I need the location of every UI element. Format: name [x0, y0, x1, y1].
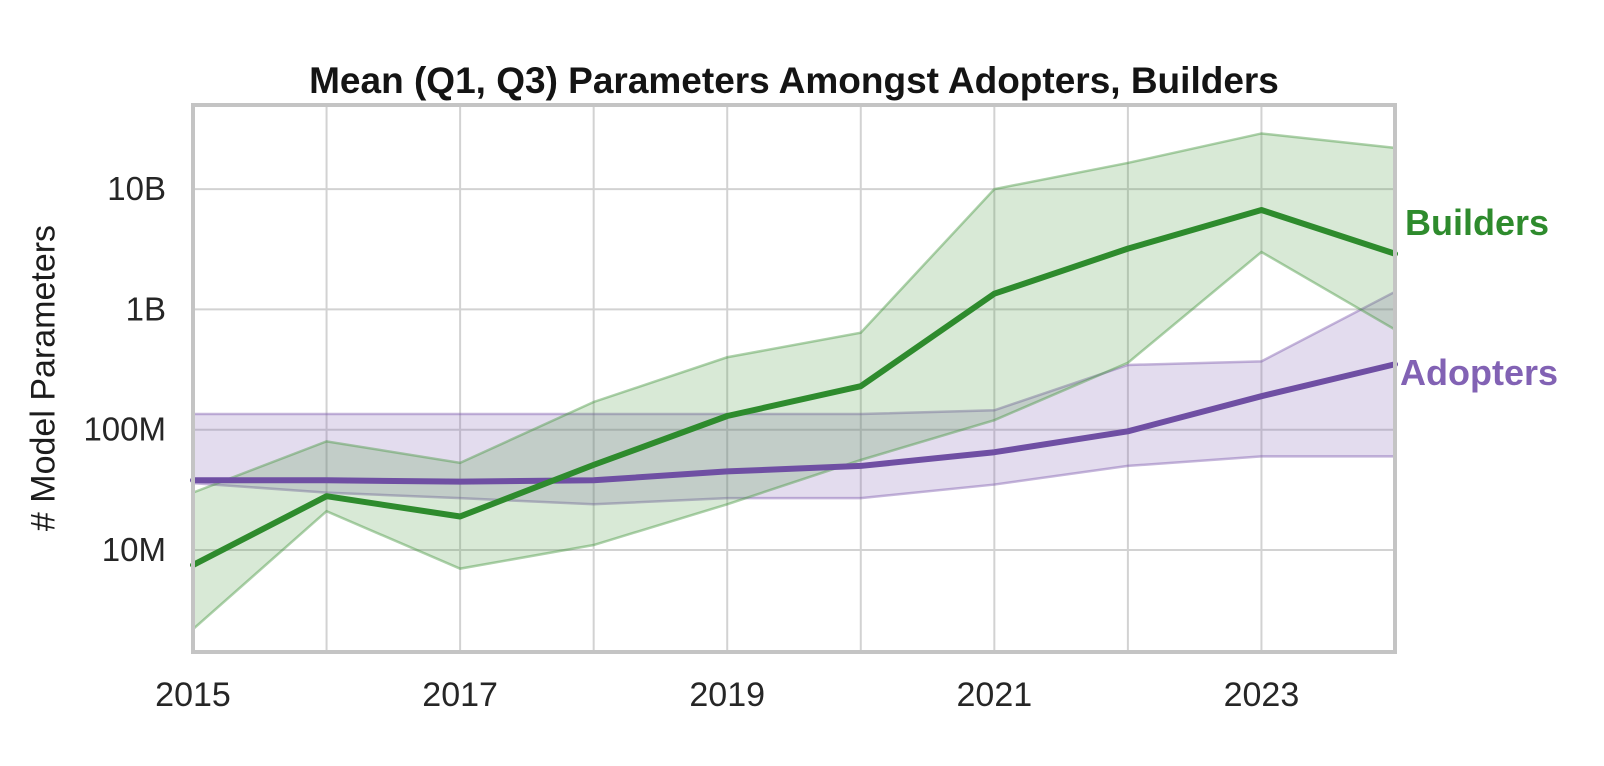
- plot-border: [191, 103, 1397, 654]
- builders-line: [190, 207, 1398, 569]
- plot-background: [193, 105, 1395, 652]
- x-tick-label: 2021: [957, 676, 1033, 714]
- y-tick-label: 1B: [126, 290, 166, 327]
- x-tick-label: 2019: [689, 676, 765, 714]
- adopters-band-lower-edge: [192, 455, 1395, 506]
- builders-band-lower-edge: [192, 250, 1396, 631]
- series-label-adopters: Adopters: [1400, 352, 1559, 393]
- y-tick-label: 100M: [83, 411, 166, 448]
- y-tick-label: 10M: [102, 531, 166, 568]
- adopters-line: [190, 361, 1398, 485]
- y-axis-label: # Model Parameters: [24, 224, 63, 532]
- builders-band-upper-edge: [192, 132, 1396, 494]
- adopters-band: [193, 291, 1395, 505]
- x-tick-label: 2023: [1224, 676, 1300, 714]
- x-tick-label: 2017: [422, 676, 498, 714]
- x-tick-label: 2015: [155, 676, 231, 714]
- y-tick-label: 10B: [107, 170, 166, 207]
- adopters-band-upper-edge: [193, 290, 1396, 416]
- series-label-builders: Builders: [1405, 202, 1550, 243]
- chart-title: Mean (Q1, Q3) Parameters Amongst Adopter…: [309, 60, 1279, 101]
